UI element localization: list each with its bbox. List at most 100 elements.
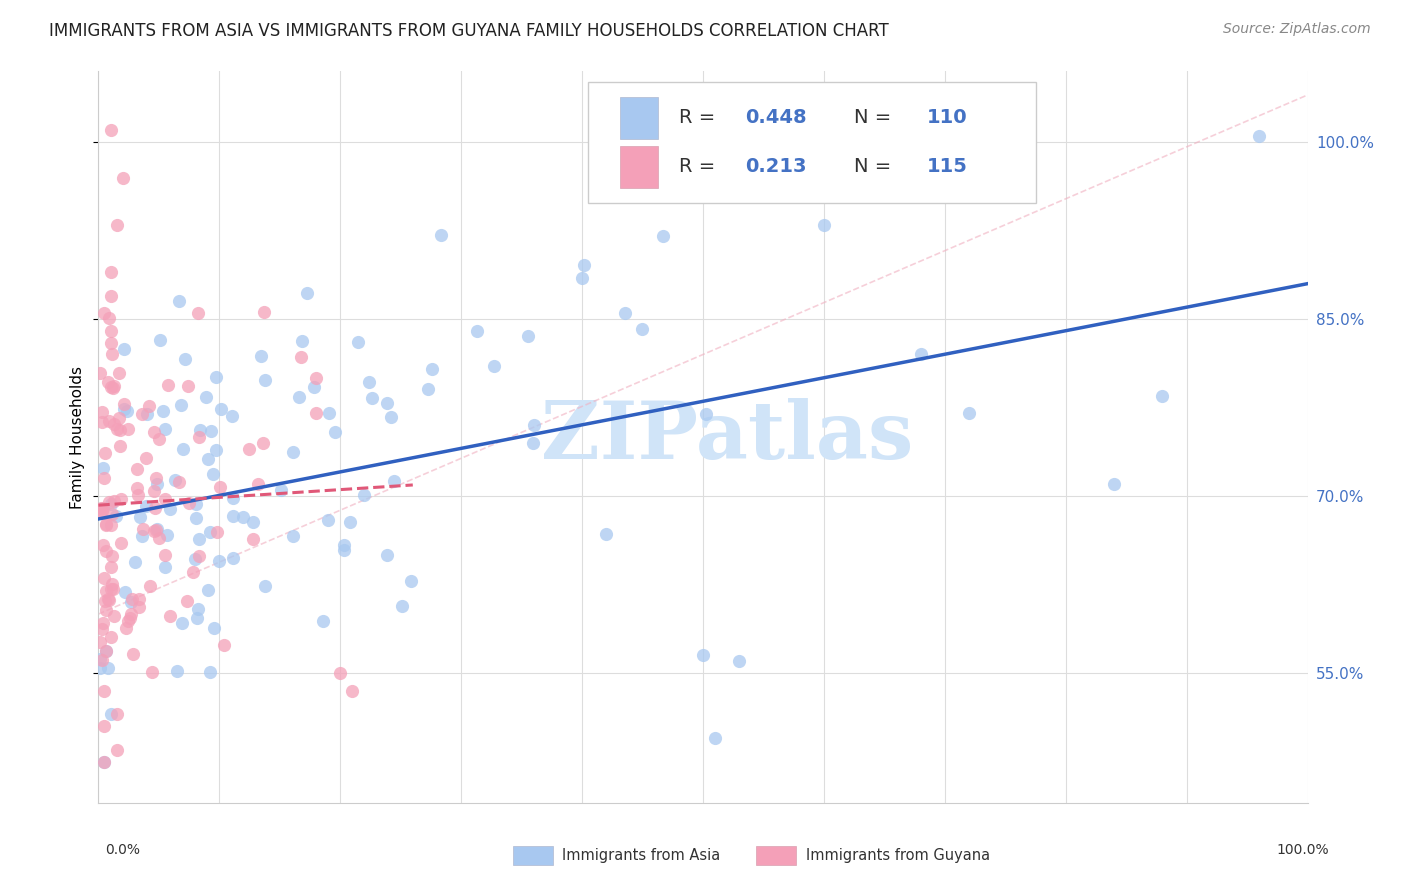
Point — [332, 543, 354, 558]
Point — [177, 496, 200, 510]
Point — [572, 258, 595, 272]
Point — [139, 579, 162, 593]
Text: N =: N = — [855, 108, 897, 127]
Point — [253, 579, 276, 593]
Point — [100, 560, 122, 574]
Point — [305, 371, 328, 385]
Point — [94, 644, 117, 658]
Point — [155, 492, 177, 507]
Point — [375, 548, 398, 562]
Point — [429, 228, 451, 243]
Point — [253, 304, 276, 318]
Text: Source: ZipAtlas.com: Source: ZipAtlas.com — [1223, 22, 1371, 37]
Bar — [620, 146, 658, 188]
Point — [342, 683, 364, 698]
Point — [318, 406, 340, 420]
Point — [89, 505, 111, 519]
Point — [110, 536, 132, 550]
Point — [94, 518, 117, 533]
Text: 0.213: 0.213 — [745, 157, 807, 176]
Point — [156, 378, 179, 392]
Point — [112, 397, 135, 411]
Point — [143, 425, 166, 439]
Point — [101, 380, 124, 394]
Point — [98, 494, 121, 508]
Text: 110: 110 — [927, 108, 967, 127]
Point — [957, 407, 980, 421]
Point — [97, 592, 120, 607]
Point — [382, 474, 405, 488]
Point — [184, 511, 207, 525]
Point — [124, 555, 146, 569]
Point — [167, 294, 190, 309]
Point — [136, 407, 159, 421]
Point — [100, 577, 122, 591]
Point — [205, 524, 228, 539]
Point — [166, 665, 188, 679]
Point — [152, 404, 174, 418]
Point — [177, 378, 200, 392]
Point — [188, 423, 211, 437]
Point — [101, 508, 124, 522]
Point — [142, 483, 165, 498]
Text: Immigrants from Asia: Immigrants from Asia — [562, 848, 721, 863]
Point — [100, 324, 122, 338]
Text: 0.448: 0.448 — [745, 108, 807, 127]
Point — [90, 622, 112, 636]
Text: R =: R = — [679, 157, 727, 176]
Point — [172, 615, 194, 630]
Point — [91, 616, 114, 631]
Point — [155, 422, 177, 436]
Point — [391, 599, 413, 613]
Point — [695, 407, 717, 421]
Point — [100, 379, 122, 393]
Point — [728, 654, 751, 668]
Point — [94, 544, 117, 558]
Point — [291, 334, 314, 348]
Point — [131, 529, 153, 543]
Point — [484, 359, 506, 373]
Point — [91, 501, 114, 516]
Point — [96, 584, 118, 599]
Point — [94, 594, 117, 608]
Point — [105, 218, 128, 232]
Point — [250, 349, 273, 363]
Text: R =: R = — [679, 108, 721, 127]
Point — [141, 665, 163, 679]
Point — [311, 614, 333, 628]
Point — [329, 666, 352, 681]
Point — [198, 665, 221, 680]
Point — [105, 707, 128, 722]
Point — [103, 494, 125, 508]
Point — [91, 504, 114, 518]
Point — [613, 306, 636, 320]
Point — [93, 755, 115, 769]
Point — [222, 509, 245, 524]
Point — [94, 445, 117, 459]
Point — [214, 638, 236, 652]
Point — [148, 531, 170, 545]
Point — [304, 379, 326, 393]
Point — [100, 123, 122, 137]
Point — [181, 565, 204, 579]
Point — [128, 600, 150, 615]
Point — [89, 652, 111, 666]
Point — [121, 647, 143, 661]
Point — [380, 410, 402, 425]
Point — [97, 310, 120, 325]
Point — [125, 481, 148, 495]
Point — [90, 501, 112, 516]
Point — [100, 630, 122, 644]
Point — [523, 417, 546, 432]
Point — [200, 525, 222, 540]
Point — [117, 422, 139, 436]
Point — [93, 719, 115, 733]
Point — [202, 621, 225, 635]
Point — [184, 497, 207, 511]
Point — [201, 467, 224, 481]
Point — [146, 477, 169, 491]
FancyBboxPatch shape — [588, 82, 1035, 203]
Point — [96, 603, 118, 617]
Point — [91, 461, 114, 475]
Point — [221, 409, 243, 424]
